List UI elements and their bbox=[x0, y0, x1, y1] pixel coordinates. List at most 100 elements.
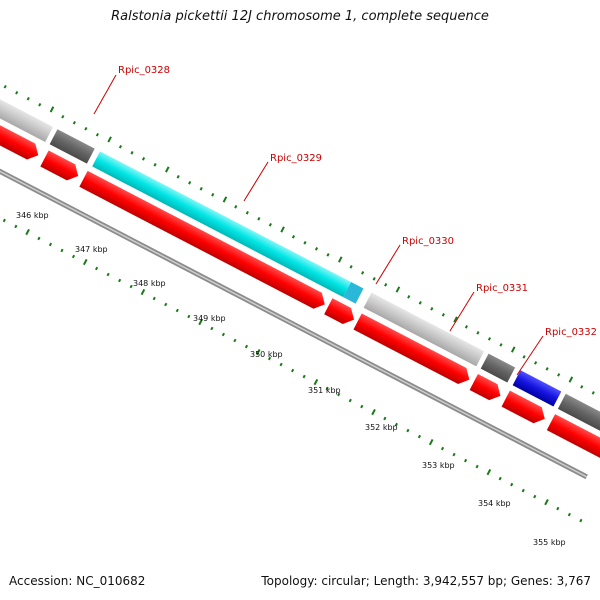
tick-mark bbox=[544, 499, 549, 506]
tick-mark bbox=[267, 356, 272, 361]
gene-block-rpic-0333[interactable] bbox=[557, 393, 600, 437]
tick-mark bbox=[71, 254, 76, 259]
tick-mark bbox=[222, 196, 228, 203]
gene-label-rpic-0331[interactable]: Rpic_0331 bbox=[476, 283, 528, 294]
gene-block-rpic-0331[interactable] bbox=[363, 292, 485, 367]
tick-mark bbox=[279, 362, 283, 367]
tick-mark bbox=[371, 408, 376, 416]
tick-mark bbox=[302, 374, 306, 379]
tick-mark bbox=[255, 348, 261, 356]
gene-block-rpic-0330[interactable] bbox=[343, 282, 364, 304]
tick-mark bbox=[118, 144, 123, 149]
tick-mark bbox=[394, 422, 398, 427]
leader-rpic-0328 bbox=[93, 74, 117, 115]
tick-mark bbox=[60, 248, 64, 253]
gene-label-rpic-0332[interactable]: Rpic_0332 bbox=[545, 327, 597, 338]
tick-mark bbox=[257, 217, 261, 221]
tick-mark bbox=[522, 355, 526, 359]
cds-arrow-1[interactable] bbox=[0, 103, 42, 163]
backbone-line-inner bbox=[0, 143, 588, 478]
tick-mark bbox=[234, 205, 238, 209]
tick-mark bbox=[291, 368, 295, 373]
tick-mark bbox=[557, 373, 561, 377]
cds-arrow-3[interactable] bbox=[79, 170, 329, 313]
tick-mark bbox=[26, 96, 30, 101]
gene-block-rpic-0329[interactable] bbox=[92, 151, 352, 298]
tick-mark bbox=[567, 512, 571, 517]
tick-mark bbox=[418, 301, 422, 305]
tick-mark bbox=[545, 367, 549, 371]
tick-mark bbox=[130, 150, 134, 155]
cds-arrow-6[interactable] bbox=[469, 374, 505, 404]
tick-mark bbox=[245, 211, 249, 215]
gene-block-rpic-0332[interactable] bbox=[512, 370, 562, 407]
tick-mark bbox=[221, 332, 225, 337]
cds-arrow-5[interactable] bbox=[353, 313, 473, 388]
tick-mark bbox=[14, 224, 18, 229]
tick-mark bbox=[313, 378, 319, 386]
tick-mark bbox=[407, 295, 411, 299]
cds-arrow-7[interactable] bbox=[501, 390, 549, 427]
tick-mark bbox=[164, 302, 168, 307]
tick-mark bbox=[140, 288, 146, 296]
tick-mark bbox=[406, 428, 410, 433]
tick-mark bbox=[428, 438, 434, 446]
accession-text: Accession: NC_010682 bbox=[9, 574, 146, 588]
tick-mark bbox=[487, 337, 492, 341]
tick-mark bbox=[72, 120, 76, 125]
tick-mark bbox=[430, 307, 434, 311]
cds-arrow-4[interactable] bbox=[324, 298, 358, 327]
tick-mark bbox=[533, 494, 537, 499]
tick-mark bbox=[498, 476, 502, 481]
tick-mark bbox=[475, 464, 479, 469]
tick-mark bbox=[349, 265, 353, 269]
tick-mark bbox=[591, 391, 595, 395]
tick-mark bbox=[337, 392, 341, 397]
backbone-line bbox=[0, 142, 588, 480]
tick-mark bbox=[141, 156, 146, 161]
tick-mark bbox=[372, 277, 376, 281]
tick-mark bbox=[326, 253, 330, 257]
tick-mark bbox=[510, 346, 516, 353]
tick-mark bbox=[453, 316, 458, 323]
kbp-scale-ticks bbox=[2, 218, 583, 523]
tick-mark bbox=[337, 256, 343, 263]
tick-mark bbox=[49, 106, 55, 113]
cds-arrow-2[interactable] bbox=[40, 150, 82, 185]
topology-summary: Topology: circular; Length: 3,942,557 bp… bbox=[261, 574, 591, 588]
tick-mark bbox=[129, 284, 133, 289]
gene-block-rpic-0328[interactable] bbox=[49, 129, 95, 164]
kbp-label: 355 kbp bbox=[533, 538, 566, 547]
tick-mark bbox=[556, 506, 560, 511]
gene-label-rpic-0329[interactable]: Rpic_0329 bbox=[270, 153, 322, 164]
tick-mark bbox=[417, 434, 422, 439]
kbp-label: 350 kbp bbox=[250, 350, 283, 359]
tick-mark bbox=[464, 325, 468, 329]
tick-mark bbox=[395, 286, 401, 293]
tick-mark bbox=[303, 241, 307, 245]
tick-mark bbox=[325, 386, 329, 391]
cds-arrow-8[interactable] bbox=[546, 414, 600, 461]
leader-rpic-0329 bbox=[243, 161, 269, 202]
map-title: Ralstonia pickettii 12J chromosome 1, co… bbox=[111, 9, 489, 24]
gene-label-rpic-0328[interactable]: Rpic_0328 bbox=[118, 65, 170, 76]
tick-mark bbox=[233, 338, 237, 343]
kbp-label: 346 kbp bbox=[16, 211, 49, 220]
upper-tick-row bbox=[3, 84, 595, 395]
kbp-label: 352 kbp bbox=[365, 423, 398, 432]
gene-block-rpic-0327[interactable] bbox=[0, 83, 54, 142]
tick-mark bbox=[291, 235, 296, 239]
gene-block-rpic-0331b[interactable] bbox=[480, 353, 516, 383]
tick-mark bbox=[348, 398, 352, 403]
tick-mark bbox=[280, 226, 285, 233]
gene-label-rpic-0330[interactable]: Rpic_0330 bbox=[402, 236, 454, 247]
tick-mark bbox=[211, 192, 215, 197]
leader-rpic-0331 bbox=[449, 291, 475, 332]
tick-mark bbox=[95, 132, 99, 137]
tick-mark bbox=[521, 488, 525, 493]
tick-mark bbox=[187, 314, 191, 319]
tick-mark bbox=[38, 102, 42, 107]
kbp-label: 348 kbp bbox=[133, 279, 166, 288]
